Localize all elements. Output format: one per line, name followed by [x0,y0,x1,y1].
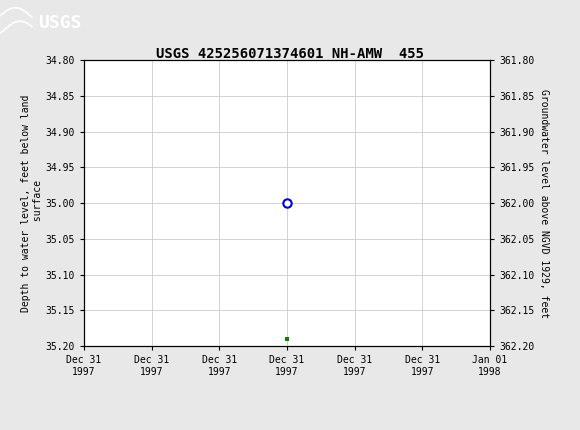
Text: USGS 425256071374601 NH-AMW  455: USGS 425256071374601 NH-AMW 455 [156,47,424,61]
Text: USGS: USGS [38,14,81,31]
Y-axis label: Depth to water level, feet below land
 surface: Depth to water level, feet below land su… [21,95,43,312]
Y-axis label: Groundwater level above NGVD 1929, feet: Groundwater level above NGVD 1929, feet [539,89,549,318]
